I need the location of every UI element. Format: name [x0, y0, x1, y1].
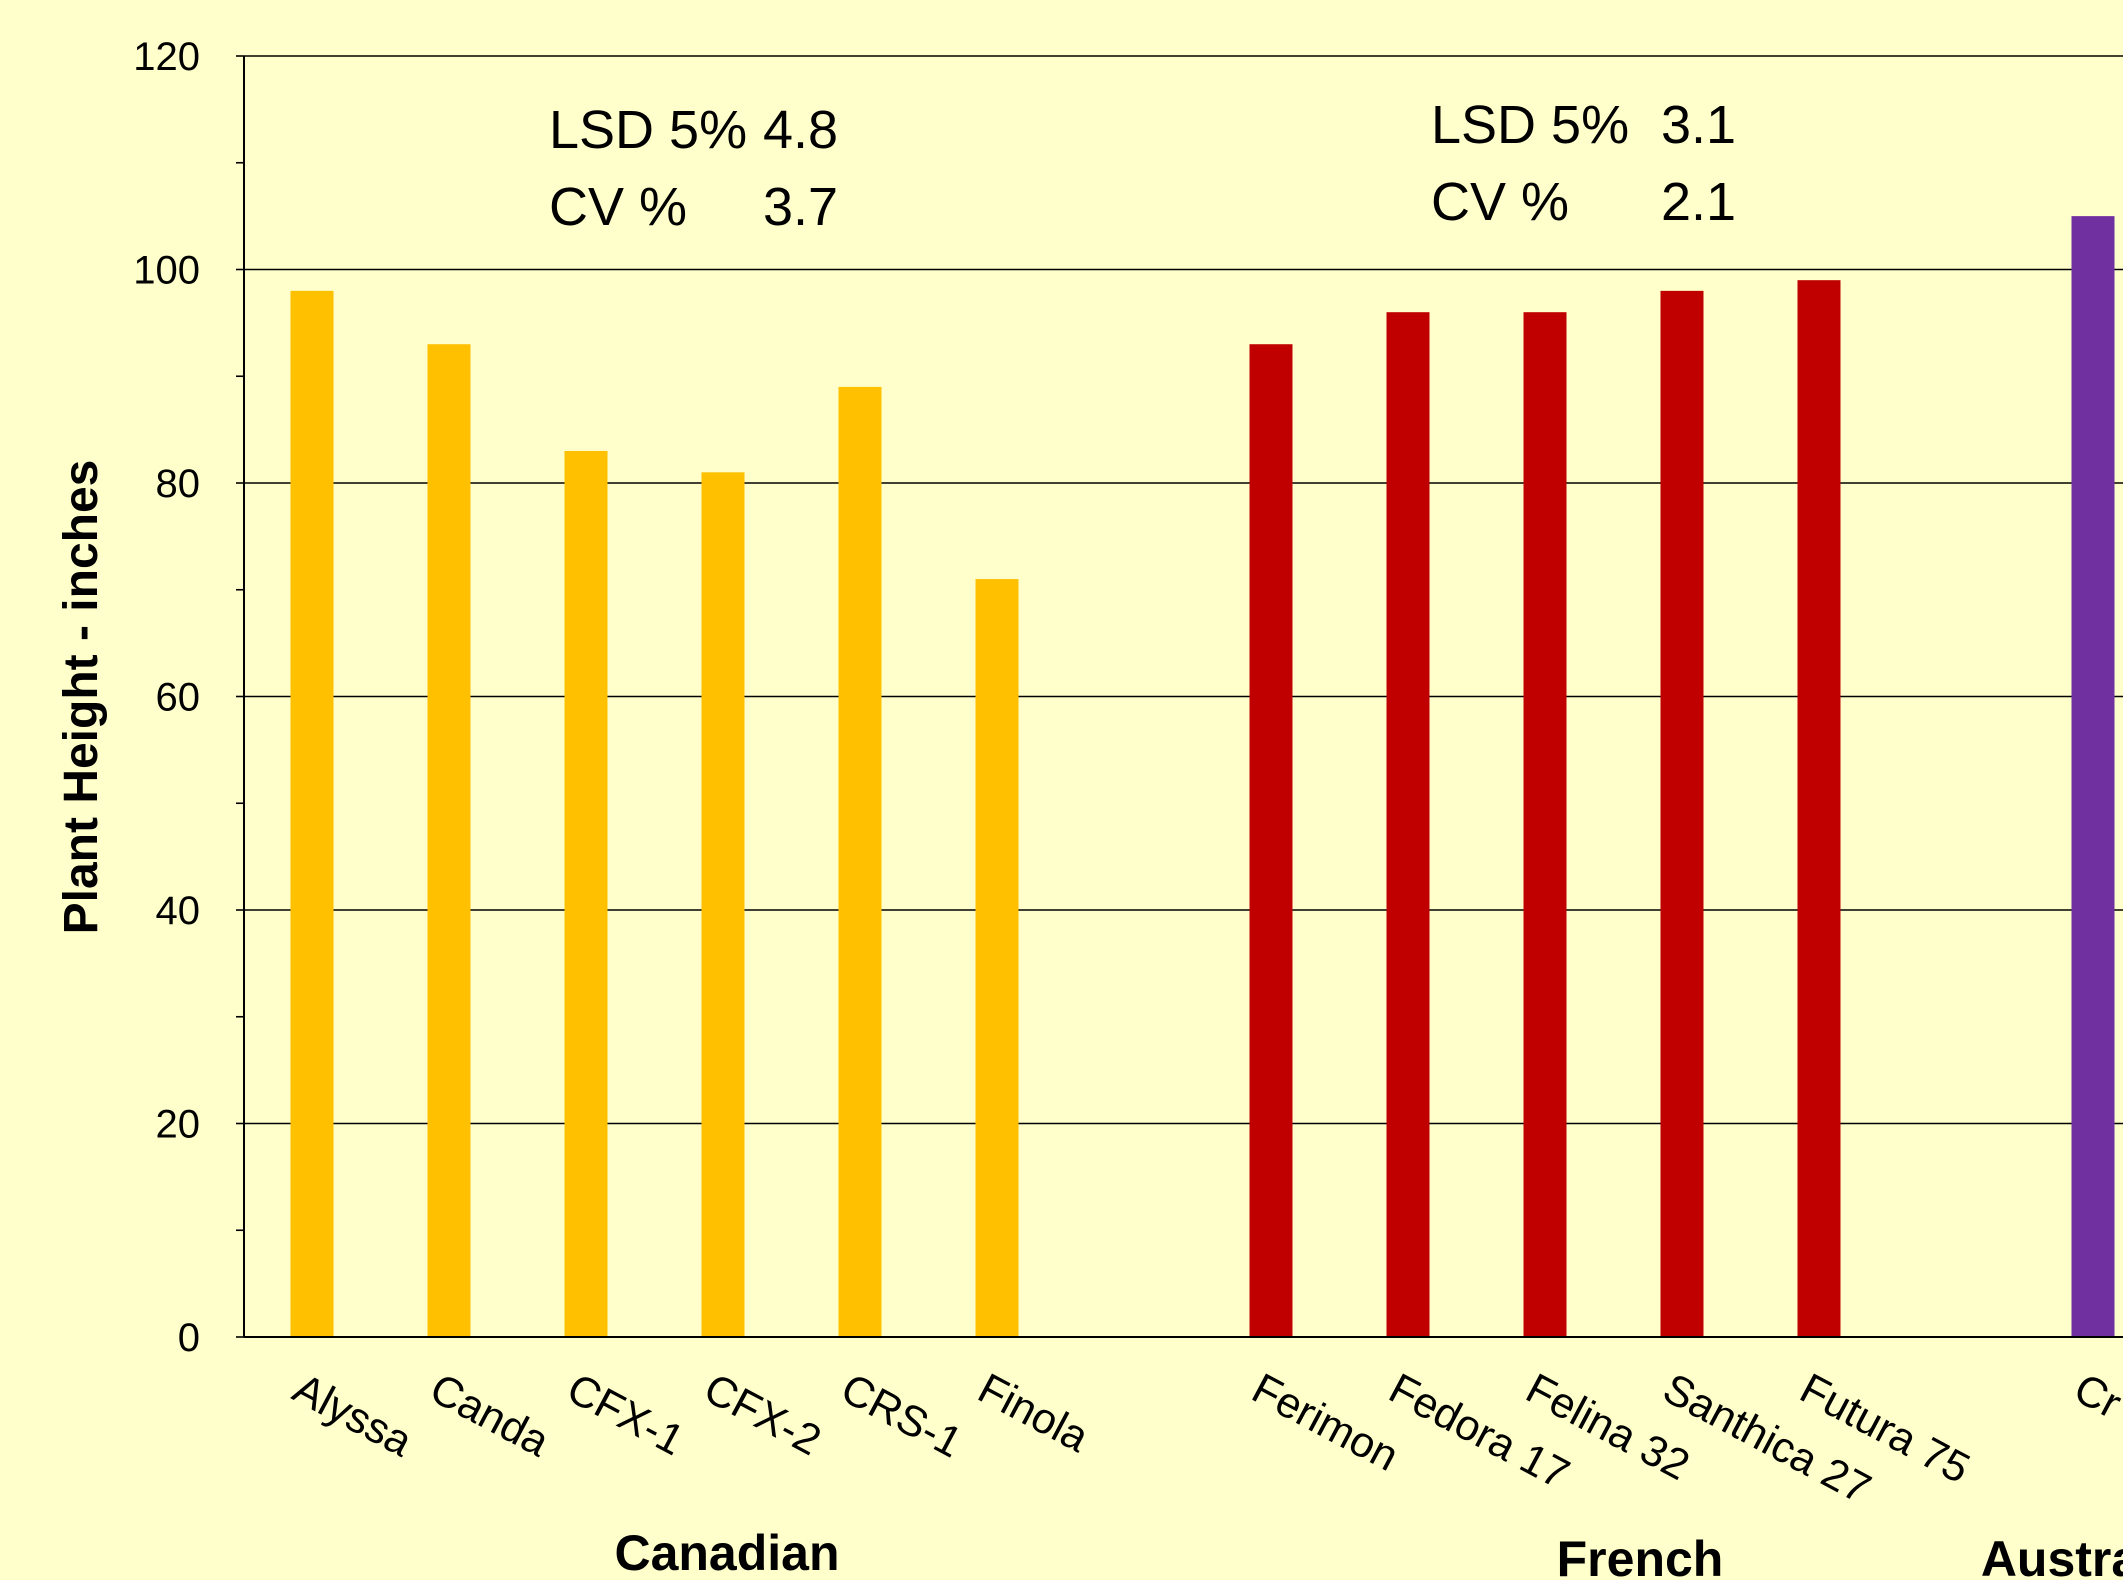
annotation-value: 2.1 — [1661, 172, 1736, 232]
y-tick-label: 100 — [133, 249, 200, 293]
x-tick-label: CFX-1 — [559, 1364, 691, 1465]
annotations: LSD 5% 4.8 CV % 3.7 LSD 5% 3.1 CV % 2.1 — [549, 95, 1736, 237]
x-tick-label: Cr — [2066, 1364, 2123, 1428]
x-tick-label: Finola — [970, 1364, 1096, 1461]
gridlines — [244, 55, 2123, 1125]
y-tick-label: 60 — [156, 676, 201, 720]
annotation-label: CV % — [1431, 172, 1569, 232]
x-tick-label: Ferimon — [1244, 1364, 1406, 1480]
annotation-value: 4.8 — [763, 100, 838, 160]
annotation-label: CV % — [549, 177, 687, 237]
y-tick-label: 120 — [133, 35, 200, 79]
annotation-label: LSD 5% — [549, 100, 747, 160]
group-label: Canadian — [614, 1525, 839, 1580]
y-tick-label: 40 — [156, 889, 201, 933]
x-tick-label: Canda — [422, 1364, 556, 1466]
x-tick-label: CFX-2 — [696, 1364, 828, 1465]
bar-cfx-1 — [564, 450, 608, 1338]
bar-crs-1 — [838, 386, 882, 1337]
bar-alyssa — [290, 290, 334, 1338]
group-label: French — [1557, 1531, 1724, 1580]
x-tick-label: Alyssa — [285, 1364, 419, 1466]
y-tick-label: 20 — [156, 1103, 201, 1147]
annotation-value: 3.7 — [763, 177, 838, 237]
bar-santhica-27 — [1660, 290, 1704, 1338]
bar-cr — [2071, 216, 2115, 1337]
bars — [290, 216, 2115, 1338]
x-tick-label: CRS-1 — [833, 1364, 969, 1467]
annotation-label: LSD 5% — [1431, 95, 1629, 155]
bar-felina-32 — [1523, 312, 1567, 1338]
y-tick-label: 0 — [178, 1316, 200, 1360]
group-label: Austra — [1981, 1531, 2123, 1580]
y-axis-label: Plant Height - inches — [55, 460, 108, 935]
bar-canda — [427, 344, 471, 1338]
bar-cfx-2 — [701, 472, 745, 1337]
bar-futura-75 — [1797, 280, 1841, 1337]
bar-fedora-17 — [1386, 312, 1430, 1338]
annotation-value: 3.1 — [1661, 95, 1736, 155]
bar-finola — [975, 579, 1019, 1337]
bar-ferimon — [1249, 344, 1293, 1338]
y-tick-label: 80 — [156, 462, 201, 506]
